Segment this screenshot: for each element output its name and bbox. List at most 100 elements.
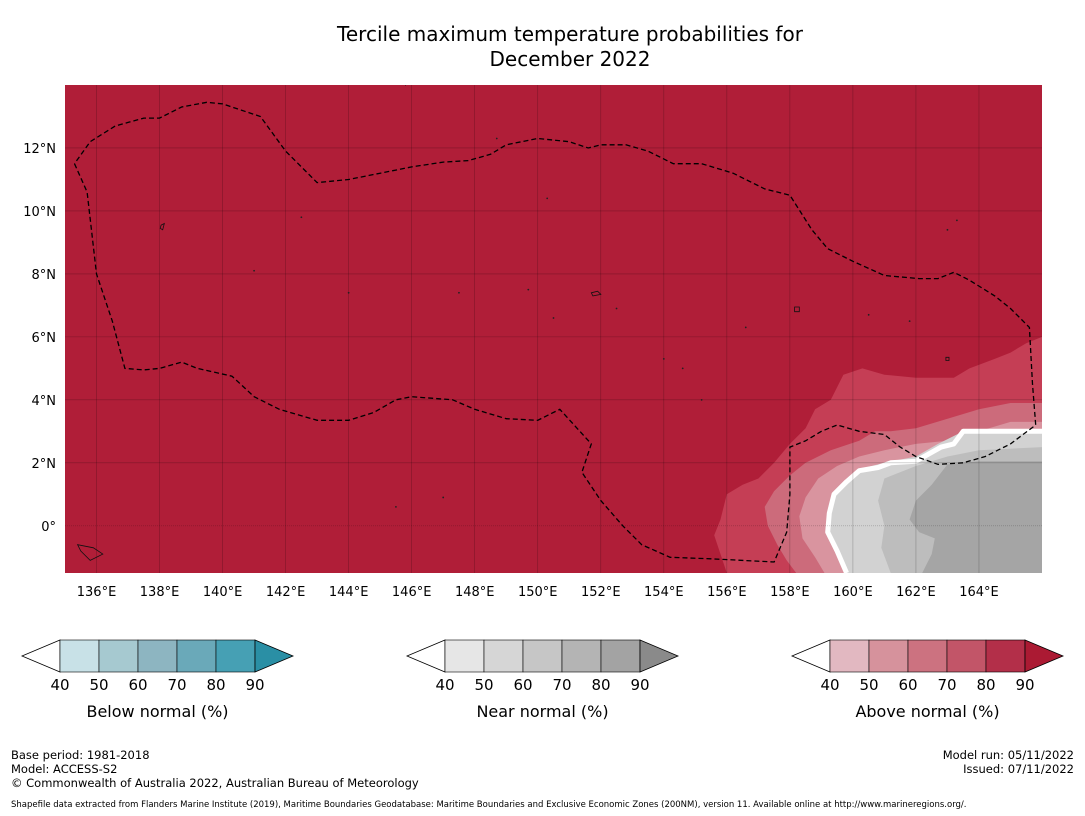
colorbar-low-extend [790,639,831,673]
colorbar-segment [444,639,485,673]
lat-label: 10°N [23,205,56,220]
colorbar-segment [98,639,139,673]
lon-label: 148°E [455,585,495,600]
colorbar-segment [907,639,948,673]
near-normal-boundary [825,428,1042,573]
atoll-dot [253,269,255,272]
lon-label: 162°E [896,585,936,600]
map-area [46,85,1042,573]
atoll-dot [495,137,498,140]
colorbar-tick: 60 [128,676,147,694]
colorbar-tick: 60 [898,676,917,694]
lat-label: 0° [41,520,56,535]
island-outline [76,544,104,561]
colorbar-segment [868,639,909,673]
colorbar-tick: 90 [245,676,264,694]
chart-title: Tercile maximum temperature probabilitie… [0,22,1085,72]
colorbar-tick: 50 [859,676,878,694]
copyright: © Commonwealth of Australia 2022, Austra… [11,776,419,790]
colorbar-tick: 50 [89,676,108,694]
colorbar-tick: 40 [50,676,69,694]
colorbar-high-extend [639,639,680,673]
colorbar-segment [600,639,641,673]
lon-label: 156°E [707,585,747,600]
eez-boundary-layer [73,101,1037,563]
colorbar-2: 40 50 60 70 80 90 Near normal (%) [405,639,680,721]
colorbar-tick: 70 [937,676,956,694]
colorbar-segment [176,639,217,673]
colorbar-tick: 40 [820,676,839,694]
model-name: Model: ACCESS-S2 [11,762,118,776]
lat-label: 6°N [32,331,57,346]
title-line-2: December 2022 [489,47,651,71]
footer-right: Model run: 05/11/2022 Issued: 07/11/2022 [943,748,1074,776]
colorbar-tick: 80 [591,676,610,694]
island-outline [46,283,54,299]
colorbar-tick: 40 [435,676,454,694]
colorbars: 40 50 60 70 80 90 Below normal (%) 40 50 60 70 80 90… [20,639,1065,721]
lon-label: 150°E [518,585,558,600]
lon-label: 160°E [833,585,873,600]
colorbar-high-extend [254,639,295,673]
atoll-dot [527,288,530,291]
colorbar-tick: 60 [513,676,532,694]
colorbar-segment [946,639,987,673]
shapefile-credit: Shapefile data extracted from Flanders M… [11,800,967,810]
atoll-dot [681,367,684,370]
island-outline [794,306,800,313]
colorbar-tick: 80 [976,676,995,694]
atoll-dot [552,317,555,319]
lon-label: 152°E [581,585,621,600]
atoll-dot [347,291,350,294]
latitude-labels: 12°N 10°N 8°N 6°N 4°N 2°N 0° [23,142,56,535]
colorbar-tick: 70 [167,676,186,694]
island-outline [590,290,602,297]
atoll-dot [700,398,703,401]
colorbar-label: Near normal (%) [476,702,608,721]
colorbar-segment [829,639,870,673]
colorbar-segment [561,639,602,673]
atoll-dot [662,358,665,360]
lat-label: 12°N [23,142,56,157]
atoll-dot [615,307,618,310]
colorbar-tick: 90 [630,676,649,694]
colorbar-segment [522,639,563,673]
lon-label: 138°E [140,585,180,600]
lat-label: 4°N [32,394,57,409]
atoll-dot [442,496,445,499]
colorbar-segment [59,639,100,673]
colorbar-label: Below normal (%) [86,702,228,721]
lon-label: 140°E [203,585,243,600]
probability-bands [714,336,1042,573]
colorbar-tick: 70 [552,676,571,694]
atoll-dot [395,505,397,508]
atoll-dot [458,291,460,294]
title-line-1: Tercile maximum temperature probabilitie… [337,22,803,46]
atoll-dot [867,313,870,316]
graticule [65,85,1042,573]
atoll-dot [956,219,958,222]
colorbar-label: Above normal (%) [855,702,999,721]
lon-label: 142°E [266,585,306,600]
colorbar-tick: 80 [206,676,225,694]
islands [46,85,958,561]
colorbar-high-extend [1024,639,1065,673]
model-run: Model run: 05/11/2022 [942,748,1074,762]
base-period: Base period: 1981-2018 [11,748,150,762]
colorbar-1: 40 50 60 70 80 90 Below normal (%) [20,639,295,721]
colorbar-segment [985,639,1026,673]
colorbar-tick: 50 [474,676,493,694]
island-outline [404,85,406,87]
atoll-dot [908,320,911,323]
lon-label: 146°E [392,585,432,600]
white-contour-layer [825,428,1042,573]
lon-label: 158°E [770,585,810,600]
lon-label: 164°E [959,585,999,600]
footer-left: Base period: 1981-2018 Model: ACCESS-S2 … [11,748,419,790]
colorbar-low-extend [405,639,446,673]
atoll-dot [744,326,747,329]
atoll-dot [546,197,549,200]
lat-label: 8°N [32,268,57,283]
lon-label: 154°E [644,585,684,600]
